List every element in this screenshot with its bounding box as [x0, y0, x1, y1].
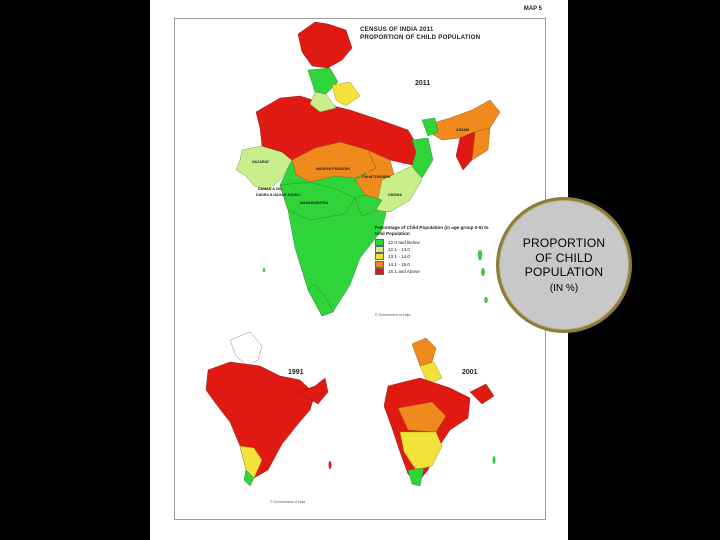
legend-item: 12.1 - 13.0 — [375, 246, 490, 254]
legend-swatch — [375, 238, 384, 246]
map-number: MAP 5 — [523, 6, 542, 12]
legend-swatch — [375, 253, 384, 261]
label-chhattisgarh: CHHATTISGARH — [362, 175, 391, 179]
badge-line-3: POPULATION — [524, 265, 604, 280]
india-map-2001 — [383, 337, 496, 487]
legend-title: Percentage of Child Population (in age g… — [375, 225, 489, 236]
legend-swatch — [375, 246, 384, 254]
title-line-2: PROPORTION OF CHILD POPULATION — [360, 34, 481, 42]
legend-item: 14.1 - 15.0 — [375, 260, 490, 268]
badge-line-1: PROPORTION — [522, 236, 606, 251]
label-assam: ASSAM — [456, 128, 469, 132]
map-footnote: © Government of India — [375, 313, 411, 317]
title-line-1: CENSUS OF INDIA 2011 — [360, 26, 434, 33]
legend-item: 13.1 - 14.0 — [375, 253, 490, 261]
badge-line-4: (IN %) — [549, 282, 579, 294]
map-footnote-1991: © Government of India — [270, 500, 306, 504]
region-mp-orange — [291, 141, 377, 183]
region-jk-red — [297, 21, 353, 69]
legend-label: 15.1 and Above — [388, 269, 420, 275]
label-maharashtra: MAHARASHTRA — [300, 201, 329, 205]
label-dadra: DADRA & NAGAR HAVELI — [256, 193, 301, 197]
legend-item: 12.0 and Below — [375, 238, 490, 246]
badge-line-2: OF CHILD — [535, 250, 593, 265]
legend-label: 12.1 - 13.0 — [388, 247, 410, 253]
proportion-badge: PROPORTION OF CHILD POPULATION (IN %) — [496, 197, 632, 333]
label-odisha: ODISHA — [388, 193, 402, 197]
legend-label: 14.1 - 15.0 — [388, 261, 410, 267]
map-legend: Percentage of Child Population (in age g… — [375, 225, 490, 276]
year-2011: 2011 — [415, 80, 431, 87]
legend-label: 12.0 and Below — [388, 239, 420, 245]
india-map-1991 — [205, 331, 332, 487]
legend-label: 13.1 - 14.0 — [388, 254, 410, 260]
label-mp: MADHYA PRADESH — [316, 167, 350, 171]
year-1991: 1991 — [288, 369, 304, 376]
legend-swatch — [375, 268, 384, 276]
india-map-2011: GUJARAT MADHYA PRADESH MAHARASHTRA CHHAT… — [205, 21, 501, 487]
year-2001: 2001 — [462, 369, 478, 376]
label-daman: DAMAN & DIU — [258, 187, 283, 191]
label-gujarat: GUJARAT — [252, 160, 270, 164]
legend-item: 15.1 and Above — [375, 268, 490, 276]
legend-swatch — [375, 260, 384, 268]
map-title: CENSUS OF INDIA 2011 PROPORTION OF CHILD… — [360, 26, 480, 43]
